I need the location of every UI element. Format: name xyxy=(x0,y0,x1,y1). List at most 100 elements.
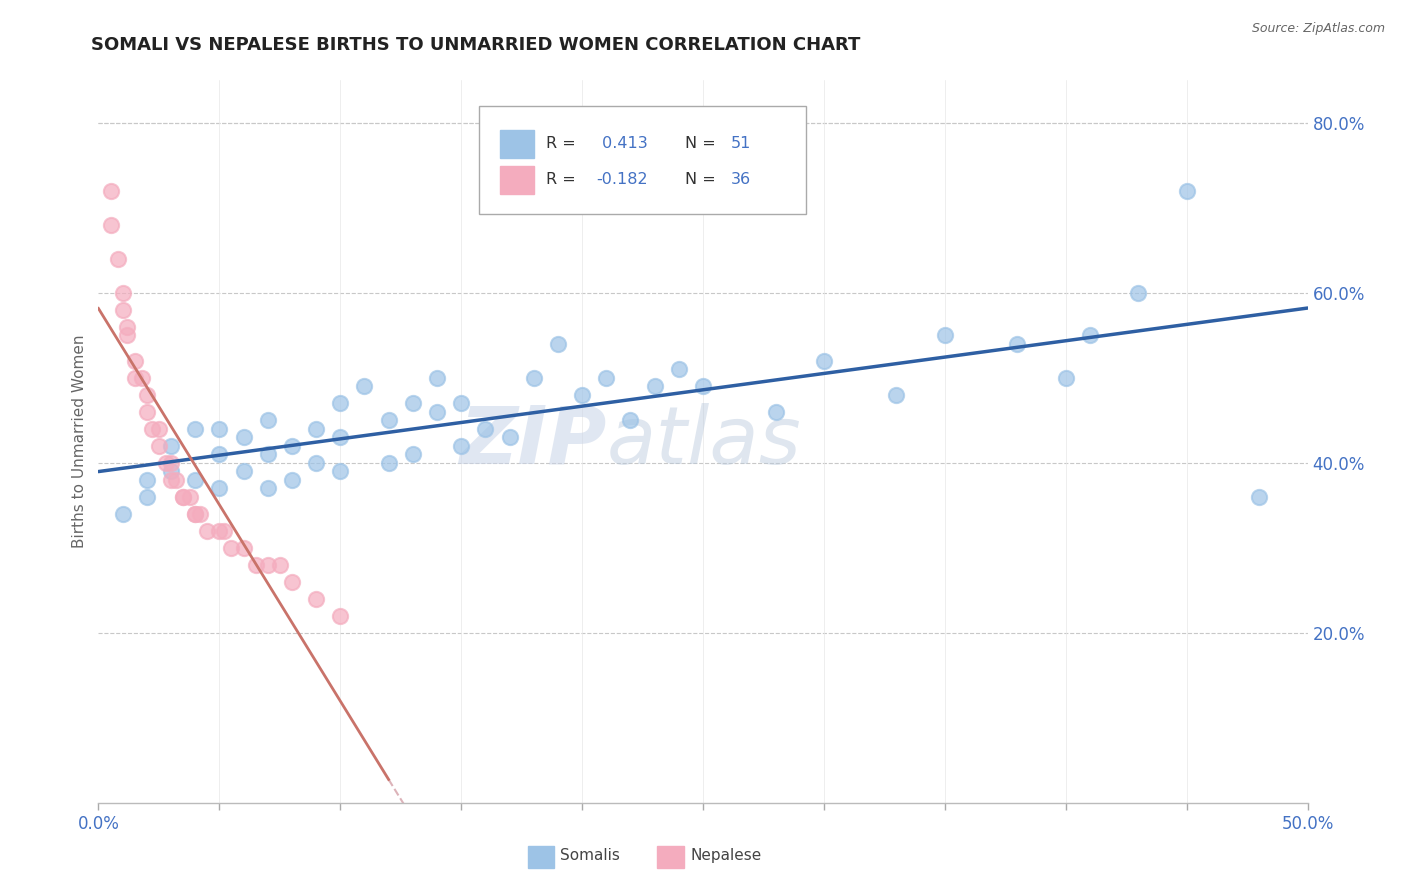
Point xyxy=(595,371,617,385)
Point xyxy=(232,430,254,444)
Point xyxy=(256,413,278,427)
Text: Nepalese: Nepalese xyxy=(690,848,762,863)
Point xyxy=(195,524,218,538)
Point xyxy=(305,456,328,470)
Point xyxy=(256,447,278,461)
Text: 51: 51 xyxy=(731,136,751,152)
FancyBboxPatch shape xyxy=(479,105,806,214)
Point xyxy=(208,481,231,495)
Text: Source: ZipAtlas.com: Source: ZipAtlas.com xyxy=(1251,22,1385,36)
Point xyxy=(377,456,399,470)
Point xyxy=(160,439,183,453)
Point xyxy=(117,328,139,343)
Point xyxy=(179,490,201,504)
Point xyxy=(281,473,304,487)
Point xyxy=(426,371,449,385)
Point xyxy=(281,439,304,453)
Point xyxy=(329,608,352,623)
Point xyxy=(886,388,908,402)
Bar xyxy=(527,847,554,868)
Point xyxy=(221,541,243,555)
Point xyxy=(148,422,170,436)
Point xyxy=(135,490,157,504)
Point xyxy=(402,447,425,461)
Text: R =: R = xyxy=(546,136,581,152)
Point xyxy=(547,336,569,351)
Point xyxy=(212,524,235,538)
Point xyxy=(131,371,153,385)
Text: 0.413: 0.413 xyxy=(596,136,647,152)
Point xyxy=(813,353,835,368)
Text: N =: N = xyxy=(685,136,721,152)
Point xyxy=(523,371,546,385)
Point xyxy=(124,353,146,368)
Point xyxy=(329,430,352,444)
Point xyxy=(450,439,472,453)
Point xyxy=(402,396,425,410)
Text: N =: N = xyxy=(685,172,721,187)
Point xyxy=(668,362,690,376)
Point xyxy=(934,328,956,343)
Point xyxy=(353,379,375,393)
Point xyxy=(1007,336,1029,351)
Point xyxy=(160,456,183,470)
Point xyxy=(141,422,163,436)
Point xyxy=(644,379,666,393)
Point xyxy=(245,558,267,572)
Point xyxy=(329,464,352,478)
Point xyxy=(1249,490,1271,504)
Point xyxy=(172,490,194,504)
Text: SOMALI VS NEPALESE BIRTHS TO UNMARRIED WOMEN CORRELATION CHART: SOMALI VS NEPALESE BIRTHS TO UNMARRIED W… xyxy=(91,36,860,54)
Point xyxy=(426,405,449,419)
Point xyxy=(329,396,352,410)
Point xyxy=(124,371,146,385)
Point xyxy=(305,422,328,436)
Point xyxy=(172,490,194,504)
Text: R =: R = xyxy=(546,172,581,187)
Point xyxy=(692,379,714,393)
Point xyxy=(232,541,254,555)
Point xyxy=(100,218,122,232)
Point xyxy=(160,464,183,478)
Text: 36: 36 xyxy=(731,172,751,187)
Text: Somalis: Somalis xyxy=(561,848,620,863)
Bar xyxy=(657,847,683,868)
Point xyxy=(111,285,134,300)
Point xyxy=(765,405,787,419)
Point xyxy=(188,507,211,521)
Point xyxy=(184,507,207,521)
Point xyxy=(135,473,157,487)
Point xyxy=(256,481,278,495)
Point xyxy=(155,456,177,470)
Point xyxy=(1128,285,1150,300)
Point xyxy=(571,388,593,402)
Point xyxy=(1054,371,1077,385)
Point xyxy=(184,422,207,436)
Point xyxy=(111,507,134,521)
Point xyxy=(165,473,187,487)
Point xyxy=(184,507,207,521)
Point xyxy=(1078,328,1101,343)
Point xyxy=(377,413,399,427)
Point xyxy=(135,405,157,419)
Bar xyxy=(501,166,534,194)
Point xyxy=(256,558,278,572)
Point xyxy=(305,591,328,606)
Point xyxy=(232,464,254,478)
Bar xyxy=(501,130,534,158)
Point xyxy=(100,184,122,198)
Point xyxy=(474,422,496,436)
Point xyxy=(135,388,157,402)
Point xyxy=(107,252,129,266)
Y-axis label: Births to Unmarried Women: Births to Unmarried Women xyxy=(72,334,87,549)
Point xyxy=(111,302,134,317)
Text: atlas: atlas xyxy=(606,402,801,481)
Point xyxy=(281,574,304,589)
Point xyxy=(148,439,170,453)
Point xyxy=(269,558,291,572)
Text: -0.182: -0.182 xyxy=(596,172,648,187)
Point xyxy=(1175,184,1198,198)
Point xyxy=(208,422,231,436)
Point xyxy=(208,447,231,461)
Point xyxy=(208,524,231,538)
